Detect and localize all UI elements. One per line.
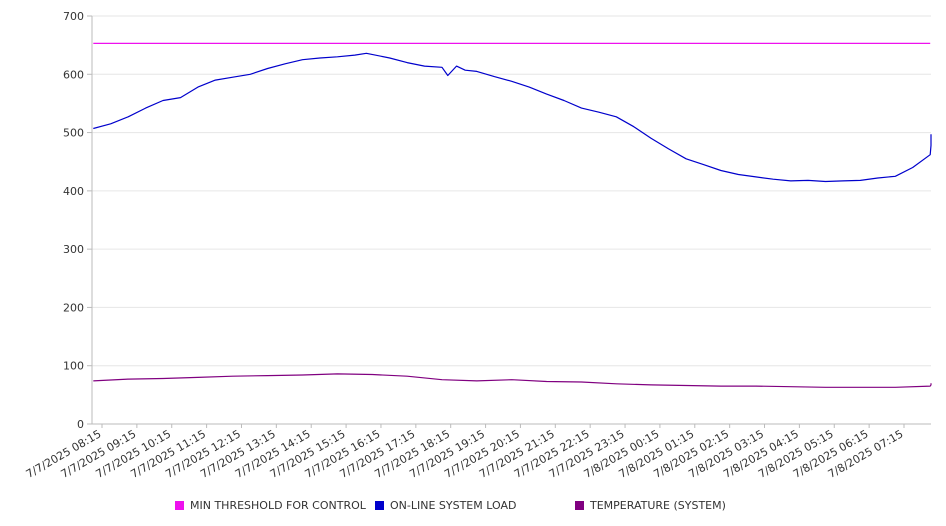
series-system-load [93, 52, 932, 183]
y-tick-label: 200 [63, 301, 84, 314]
legend-swatch-min-threshold [175, 501, 184, 510]
y-tick-label: 700 [63, 10, 84, 23]
y-tick-label: 0 [77, 418, 84, 431]
y-axis: 0 100 200 300 400 500 600 700 [63, 10, 93, 431]
legend-label-min-threshold: MIN THRESHOLD FOR CONTROL [190, 499, 366, 512]
series-temperature [93, 373, 932, 388]
y-tick-label: 600 [63, 68, 84, 81]
legend-item-temperature: TEMPERATURE (SYSTEM) [575, 499, 726, 512]
y-tick-label: 500 [63, 127, 84, 140]
x-axis: 7/7/2025 08:157/7/2025 09:157/7/2025 10:… [24, 423, 931, 481]
legend-label-temperature: TEMPERATURE (SYSTEM) [590, 499, 726, 512]
legend-swatch-temperature [575, 501, 584, 510]
y-tick-label: 300 [63, 243, 84, 256]
legend-label-system-load: ON-LINE SYSTEM LOAD [390, 499, 517, 512]
grid-lines [92, 15, 931, 425]
legend-item-min-threshold: MIN THRESHOLD FOR CONTROL [175, 499, 366, 512]
legend-item-system-load: ON-LINE SYSTEM LOAD [375, 499, 516, 512]
y-tick-label: 100 [63, 360, 84, 373]
legend-swatch-system-load [375, 501, 384, 510]
series-lines [93, 42, 932, 388]
y-tick-label: 400 [63, 185, 84, 198]
legend: MIN THRESHOLD FOR CONTROL ON-LINE SYSTEM… [0, 499, 946, 515]
